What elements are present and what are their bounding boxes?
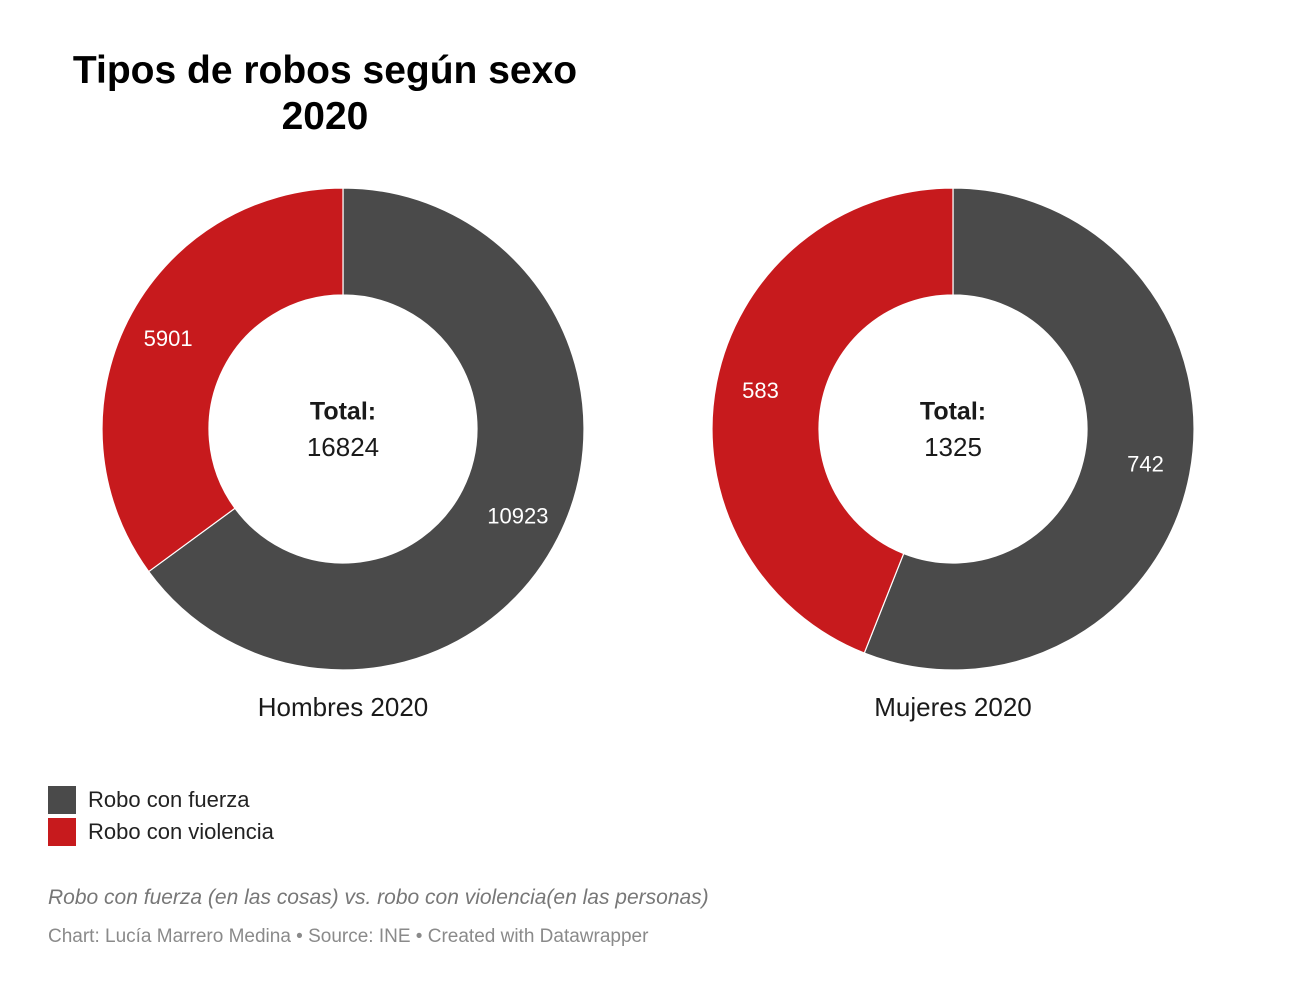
chart-title: Tipos de robos según sexo 2020 <box>40 48 610 140</box>
center-total-hombres: 16824 <box>307 432 379 462</box>
donut-slice-mujeres-violencia <box>711 187 954 654</box>
donut-slice-mujeres-fuerza <box>863 187 1195 671</box>
center-total-mujeres: 1325 <box>924 432 982 462</box>
slice-value-label-hombres-violencia: 5901 <box>144 326 193 351</box>
chart-label-hombres: Hombres 2020 <box>258 692 429 722</box>
chart-credits: Chart: Lucía Marrero Medina • Source: IN… <box>48 926 649 947</box>
donut-slice-hombres-fuerza <box>147 187 585 671</box>
slice-value-label-hombres-fuerza: 10923 <box>487 503 548 528</box>
legend-label-violencia: Robo con violencia <box>88 819 274 844</box>
legend-item-fuerza: Robo con fuerza <box>48 784 274 816</box>
legend-swatch-fuerza <box>48 786 76 814</box>
donut-charts: 10923 5901 Total: 16824 Hombres 2020 742 583 To… <box>101 187 1195 722</box>
center-label-mujeres: Total: <box>920 398 986 426</box>
legend-label-fuerza: Robo con fuerza <box>88 787 250 812</box>
center-label-hombres: Total: <box>310 398 376 426</box>
chart-title-line-1: Tipos de robos según sexo <box>72 49 578 92</box>
legend-swatch-violencia <box>48 818 76 846</box>
chart-label-mujeres: Mujeres 2020 <box>874 692 1032 722</box>
slice-value-label-mujeres-violencia: 583 <box>742 378 779 403</box>
legend-item-violencia: Robo con violencia <box>48 816 274 848</box>
legend: Robo con fuerza Robo con violencia <box>48 784 274 848</box>
donut-slice-hombres-violencia <box>101 187 344 573</box>
slice-value-label-mujeres-fuerza: 742 <box>1127 452 1164 477</box>
chart-title-line-2: 2020 <box>281 95 369 138</box>
chart-note: Robo con fuerza (en las cosas) vs. robo … <box>48 886 709 909</box>
